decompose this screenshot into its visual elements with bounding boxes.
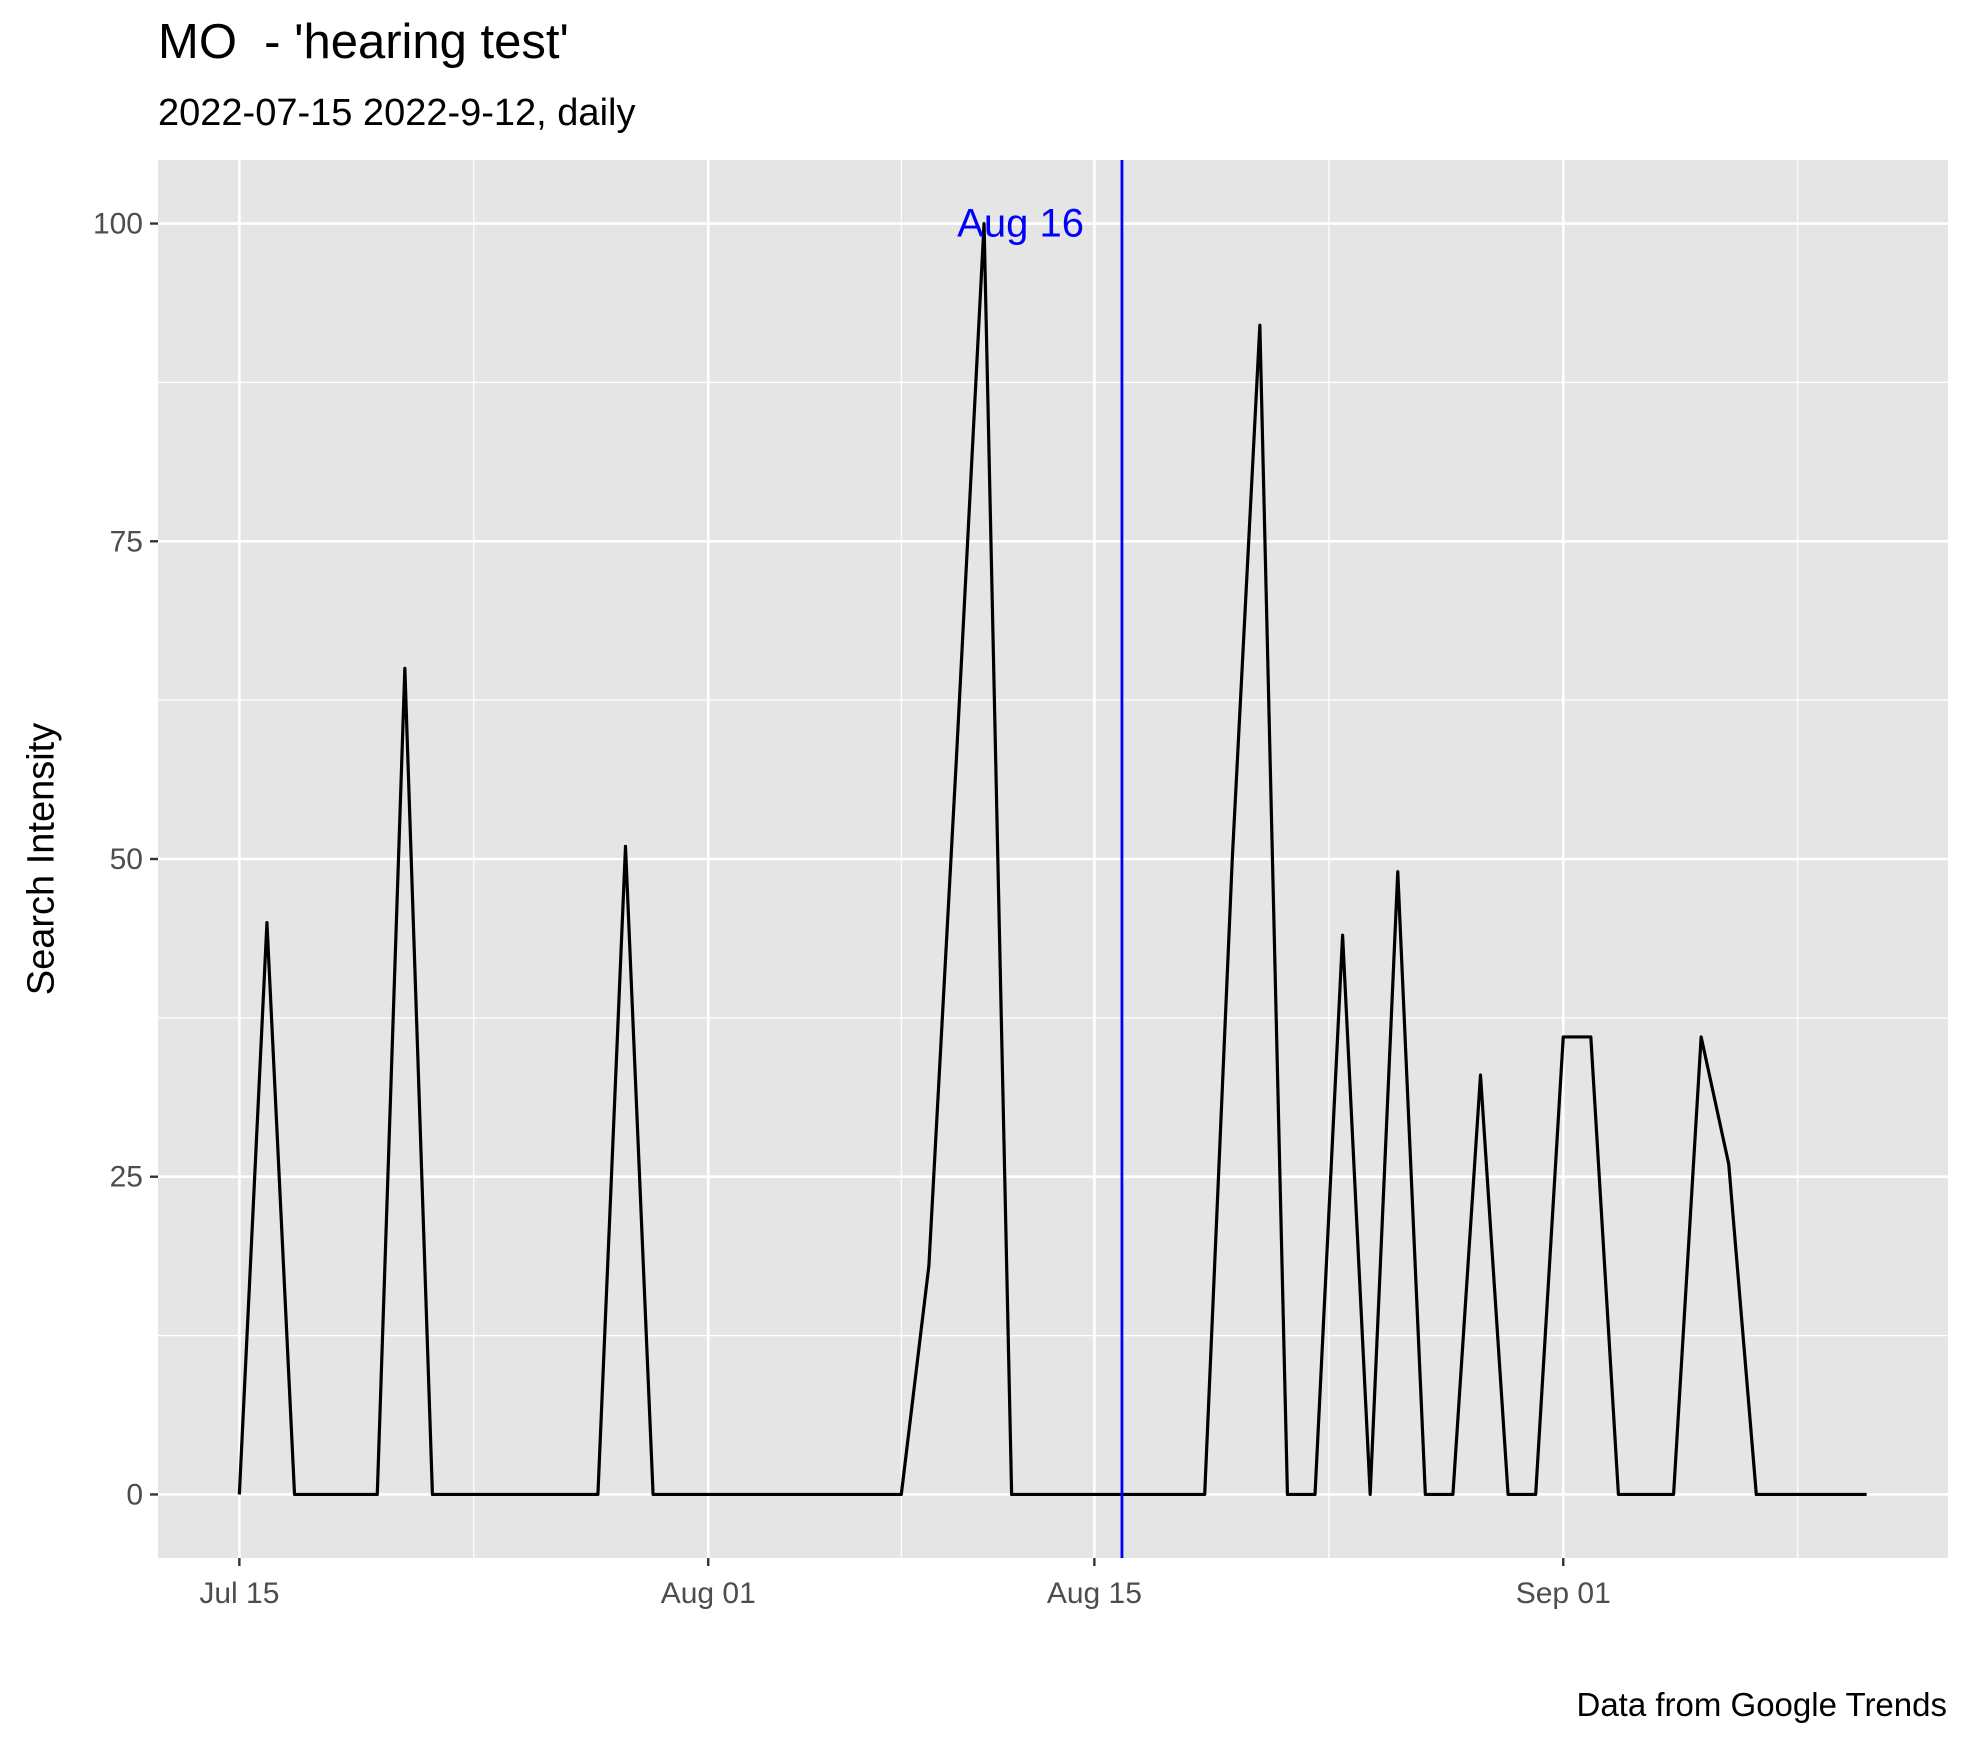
y-tick-label: 50 <box>110 843 143 876</box>
annotation-layer: Aug 16 <box>957 160 1124 1558</box>
chart-title: MO - 'hearing test' <box>158 15 569 69</box>
chart-caption: Data from Google Trends <box>1576 1686 1947 1723</box>
x-tick-labels: Jul 15 Aug 01 Aug 15 Sep 01 <box>199 1577 1610 1610</box>
series-layer <box>237 221 1867 1497</box>
y-tick-labels: 0 25 50 75 100 <box>93 208 143 1512</box>
x-tick-label: Aug 15 <box>1047 1577 1142 1610</box>
chart-subtitle: 2022-07-15 2022-9-12, daily <box>158 92 636 134</box>
axis-ticks <box>150 222 1565 1566</box>
annotation-label: Aug 16 <box>957 202 1084 246</box>
series-line <box>237 221 1867 1497</box>
x-tick-label: Jul 15 <box>199 1577 279 1610</box>
y-tick-label: 75 <box>110 525 143 558</box>
y-tick-label: 100 <box>93 208 143 241</box>
y-axis-title: Search Intensity <box>20 723 62 995</box>
y-tick-label: 0 <box>126 1478 143 1511</box>
x-tick-label: Sep 01 <box>1516 1577 1611 1610</box>
x-tick-label: Aug 01 <box>661 1577 756 1610</box>
y-tick-label: 25 <box>110 1161 143 1194</box>
